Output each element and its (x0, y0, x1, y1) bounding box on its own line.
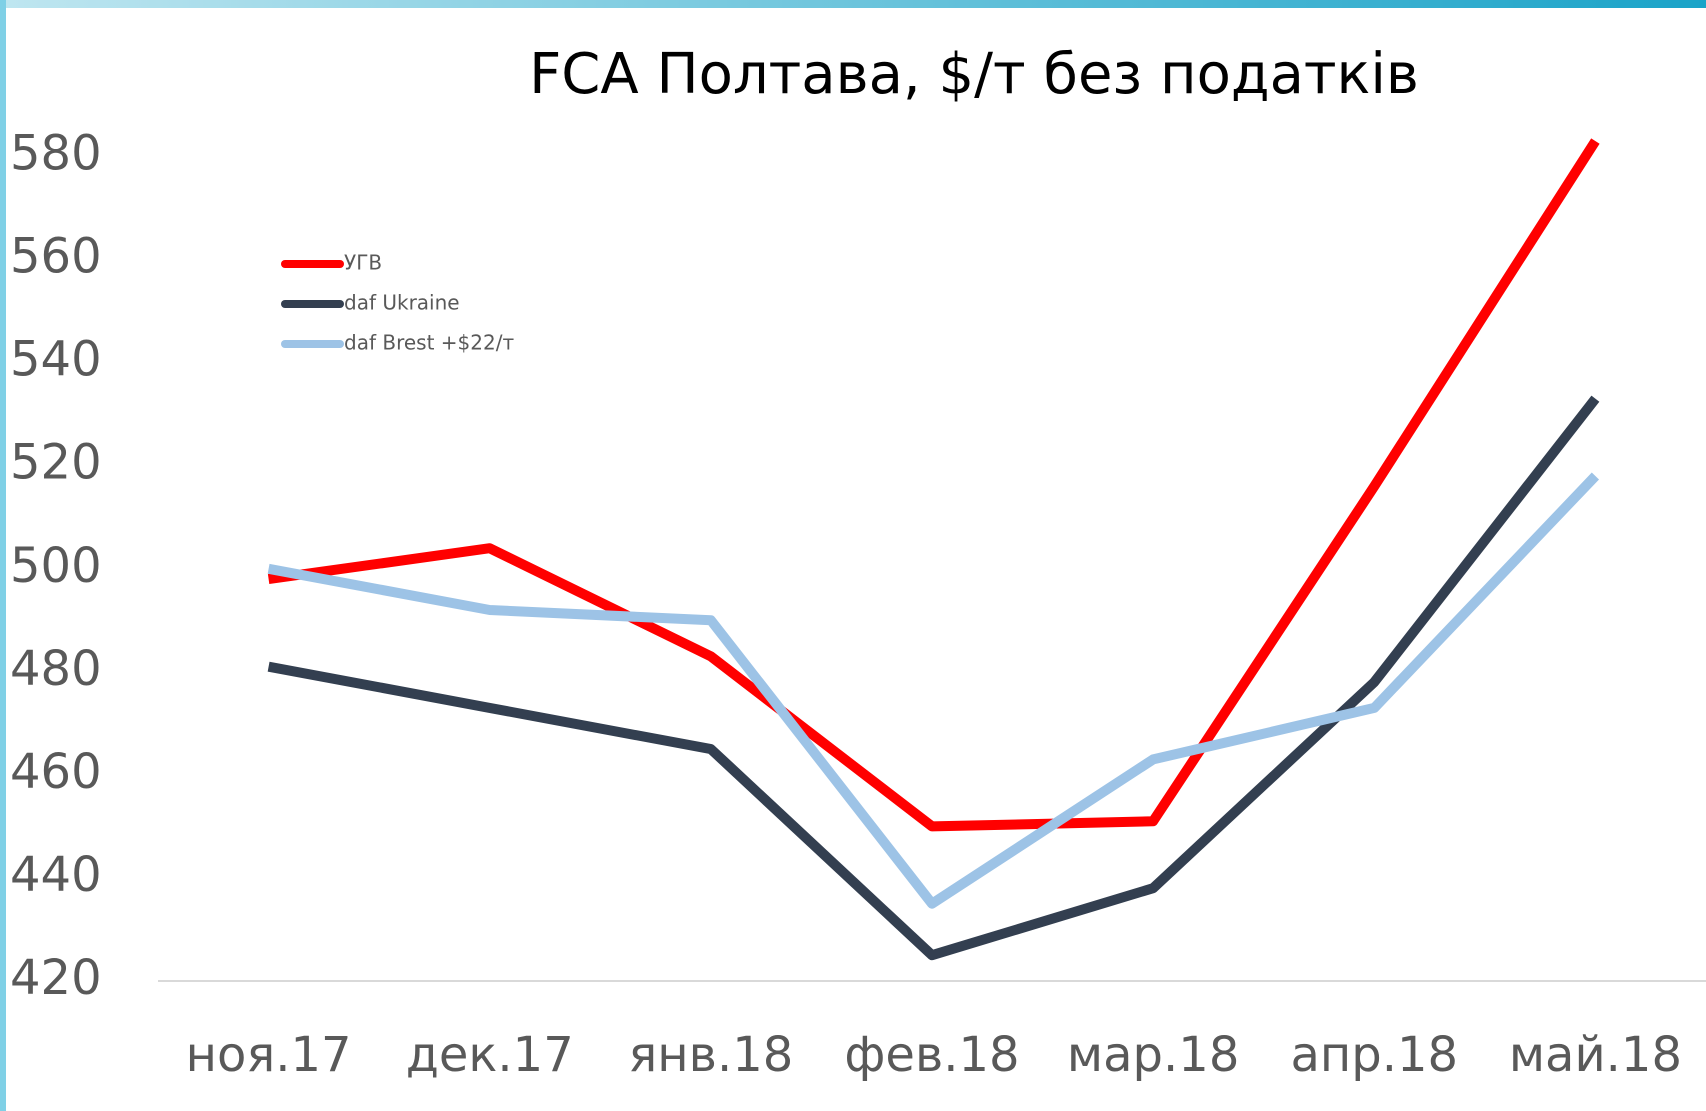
x-tick-label: ноя.17 (186, 1027, 352, 1083)
top-bar (0, 0, 1706, 8)
series-line (267, 138, 1600, 832)
y-tick-label: 520 (10, 435, 102, 491)
x-tick-label: дек.17 (406, 1027, 574, 1083)
y-tick-label: 580 (10, 126, 102, 182)
x-tick-label: фев.18 (844, 1027, 1019, 1083)
series-line (267, 395, 1600, 961)
legend-label: daf Brest +$22/т (344, 331, 514, 355)
y-tick-label: 500 (10, 538, 102, 594)
x-tick-label: май.18 (1509, 1027, 1682, 1083)
x-tick-label: мар.18 (1067, 1027, 1239, 1083)
series-line (267, 472, 1600, 909)
x-tick-label: апр.18 (1290, 1027, 1458, 1083)
chart-title: FCA Полтава, $/т без податків (529, 42, 1419, 107)
y-tick-label: 420 (10, 950, 102, 1006)
y-tick-label: 560 (10, 229, 102, 285)
y-tick-label: 540 (10, 332, 102, 388)
legend-label: УГВ (344, 251, 382, 275)
y-tick-label: 440 (10, 847, 102, 903)
y-tick-label: 460 (10, 744, 102, 800)
y-tick-label: 480 (10, 641, 102, 697)
legend-label: daf Ukraine (344, 291, 460, 315)
x-tick-label: янв.18 (628, 1027, 793, 1083)
left-border (0, 0, 6, 1111)
